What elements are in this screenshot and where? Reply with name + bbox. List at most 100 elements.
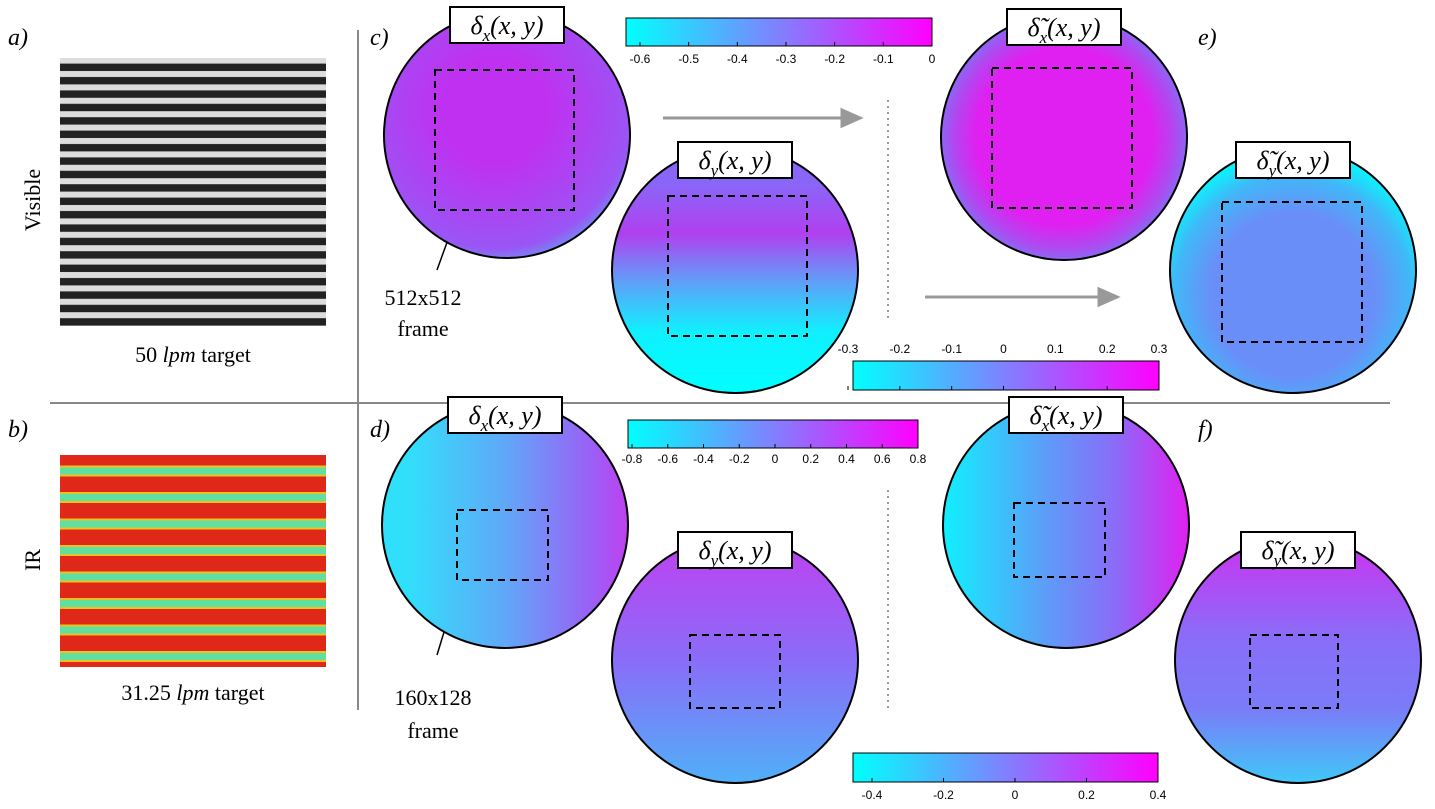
target-caption: 31.25 lpm target xyxy=(121,680,264,705)
panel-label: b) xyxy=(8,417,28,443)
panel-label: d) xyxy=(370,417,390,443)
label-box xyxy=(1235,141,1351,179)
colorbar-tick-label: -0.4 xyxy=(693,452,714,466)
colorbar-tick-label: 0.2 xyxy=(1099,342,1116,356)
frame-box xyxy=(456,509,549,581)
label-box xyxy=(1008,396,1124,434)
subscript: x xyxy=(1041,416,1050,435)
field-label: δy(x, y) xyxy=(698,146,771,180)
colorbar-tick-label: -0.3 xyxy=(776,52,797,66)
symbol: δ xyxy=(470,11,483,40)
frame-size: 512x512 xyxy=(385,285,462,310)
field-map xyxy=(383,11,631,259)
colorbar-tick-label: -0.4 xyxy=(862,788,883,802)
colorbar-tick-label: -0.4 xyxy=(727,52,748,66)
row-label: Visible xyxy=(20,169,45,231)
colorbar-tick-label: -0.2 xyxy=(889,342,910,356)
frame-box xyxy=(1221,201,1363,343)
field-label: δx(x, y) xyxy=(468,401,541,435)
args: (x, y) xyxy=(718,536,771,565)
colorbar-tick-label: -0.6 xyxy=(630,52,651,66)
args: (x, y) xyxy=(488,401,541,430)
field-map xyxy=(940,13,1188,261)
colorbar-tick-label: -0.8 xyxy=(622,452,643,466)
colorbar-tick-label: -0.2 xyxy=(729,452,750,466)
frame-box xyxy=(1249,634,1339,709)
colorbar-tick-label: -0.2 xyxy=(824,52,845,66)
colorbar-tick-label: 0 xyxy=(929,52,936,66)
symbol: δ xyxy=(698,536,711,565)
panel-label: a) xyxy=(8,25,28,51)
frame-box xyxy=(667,195,808,337)
row-label: IR xyxy=(20,549,45,571)
args: (x, y) xyxy=(1049,401,1102,430)
field-map xyxy=(611,146,859,394)
label-box xyxy=(1240,531,1356,569)
colorbar-tick-label: 0.4 xyxy=(838,452,855,466)
colorbar-tick-label: 0 xyxy=(1000,342,1007,356)
colorbar-tick-label: 0.6 xyxy=(874,452,891,466)
target-caption: 50 lpm target xyxy=(135,342,251,367)
args: (x, y) xyxy=(1281,536,1334,565)
layout xyxy=(50,30,1390,710)
label-box xyxy=(677,141,793,179)
field-label: δ̃x(x, y) xyxy=(1027,13,1100,47)
field-map xyxy=(1169,146,1417,394)
subscript: y xyxy=(709,551,719,570)
arrows xyxy=(663,107,1121,308)
colorbar-tick-label: 0.1 xyxy=(1047,342,1064,356)
colorbar-tick-label: -0.1 xyxy=(873,52,894,66)
label-box xyxy=(677,531,793,569)
frame-box xyxy=(1013,502,1106,578)
field-map xyxy=(942,401,1190,649)
frame-word: frame xyxy=(397,316,448,341)
colorbar-tick-label: -0.5 xyxy=(678,52,699,66)
field-label: δx(x, y) xyxy=(470,11,543,45)
label-box xyxy=(447,396,563,434)
args: (x, y) xyxy=(1047,13,1100,42)
text-labels: a) b) c) d) e) f) Visible IR 50 lpm targ… xyxy=(8,25,1217,743)
colorbar-tick-label: 0.8 xyxy=(910,452,927,466)
field-map xyxy=(1174,536,1422,784)
colorbar xyxy=(625,17,933,47)
colorbar-tick-label: 0.2 xyxy=(1078,788,1095,802)
colorbar-tick-label: -0.2 xyxy=(933,788,954,802)
colorbar-tick-label: -0.1 xyxy=(941,342,962,356)
colorbar-tick-label: 0 xyxy=(1012,788,1019,802)
panel-label: e) xyxy=(1198,25,1217,51)
symbol: δ xyxy=(468,401,481,430)
colorbar-tick-label: 0 xyxy=(772,452,779,466)
subscript: y xyxy=(1272,551,1282,570)
panel-label: f) xyxy=(1198,417,1213,443)
colorbar xyxy=(852,752,1159,783)
subscript: x xyxy=(482,26,491,45)
args: (x, y) xyxy=(490,11,543,40)
frame-box xyxy=(991,67,1133,209)
label-box xyxy=(449,6,565,44)
frame-box xyxy=(434,69,575,211)
colorbar-tick-label: 0.3 xyxy=(1151,342,1168,356)
subscript: y xyxy=(1267,161,1277,180)
frame-box xyxy=(689,634,781,709)
colorbar xyxy=(627,419,919,449)
args: (x, y) xyxy=(718,146,771,175)
field-label: δ̃x(x, y) xyxy=(1029,401,1102,435)
ir-target-image xyxy=(60,455,326,667)
colorbar-tick-label: 0.2 xyxy=(802,452,819,466)
colorbar-tick-label: 0.4 xyxy=(1150,788,1167,802)
frame-word: frame xyxy=(407,718,458,743)
colorbar xyxy=(852,360,1160,391)
colorbar-tick-label: -0.3 xyxy=(838,342,859,356)
panel-label: c) xyxy=(370,25,389,51)
subscript: y xyxy=(709,161,719,180)
symbol: δ xyxy=(698,146,711,175)
subscript: x xyxy=(480,416,489,435)
field-label: δy(x, y) xyxy=(698,536,771,570)
field-label: δ̃y(x, y) xyxy=(1256,146,1329,180)
visible-target-image xyxy=(60,58,326,326)
field-map xyxy=(611,536,859,784)
subscript: x xyxy=(1039,28,1048,47)
label-box xyxy=(1006,8,1122,46)
args: (x, y) xyxy=(1276,146,1329,175)
